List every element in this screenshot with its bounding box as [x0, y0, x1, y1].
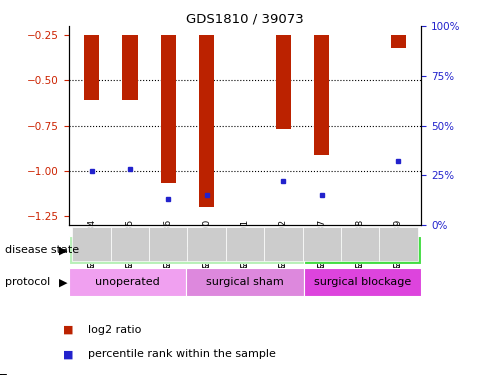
Text: GSM98886: GSM98886: [0, 374, 7, 375]
Text: GSM98892: GSM98892: [0, 374, 7, 375]
Text: GSM98886: GSM98886: [164, 219, 173, 268]
Text: lymphedema: lymphedema: [326, 245, 399, 255]
Text: GSM98891: GSM98891: [0, 374, 7, 375]
Text: GSM98892: GSM98892: [279, 219, 288, 268]
Text: GSM98890: GSM98890: [0, 374, 7, 375]
Text: GSM98884: GSM98884: [87, 219, 96, 268]
Bar: [314, 35, 329, 154]
Bar: [161, 35, 176, 183]
Text: GSM98886: GSM98886: [164, 226, 173, 275]
Text: GSM98888: GSM98888: [0, 374, 7, 375]
Text: GSM98885: GSM98885: [125, 226, 134, 275]
Bar: [122, 35, 138, 100]
Title: GDS1810 / 39073: GDS1810 / 39073: [186, 12, 304, 25]
Text: GSM98889: GSM98889: [394, 219, 403, 268]
Text: GSM98887: GSM98887: [317, 219, 326, 268]
Text: GSM98885: GSM98885: [0, 374, 7, 375]
Bar: [84, 35, 99, 100]
Text: GSM98891: GSM98891: [241, 219, 249, 268]
Text: GSM98892: GSM98892: [279, 226, 288, 275]
Text: ■: ■: [63, 350, 74, 359]
Bar: [69, 236, 304, 264]
Text: disease state: disease state: [5, 245, 79, 255]
Text: ▶: ▶: [58, 277, 67, 287]
Text: GSM98891: GSM98891: [241, 226, 249, 275]
Text: normal: normal: [167, 245, 206, 255]
Text: GSM98884: GSM98884: [87, 226, 96, 275]
Bar: [69, 268, 186, 296]
Bar: [304, 268, 421, 296]
Text: ■: ■: [63, 325, 74, 335]
Bar: [199, 35, 214, 207]
Text: GSM98888: GSM98888: [356, 226, 365, 275]
Text: surgical blockage: surgical blockage: [314, 277, 411, 287]
Text: GSM98888: GSM98888: [356, 219, 365, 268]
Text: surgical sham: surgical sham: [206, 277, 284, 287]
Text: percentile rank within the sample: percentile rank within the sample: [88, 350, 276, 359]
Bar: [276, 35, 291, 129]
Text: unoperated: unoperated: [95, 277, 160, 287]
Text: GSM98884: GSM98884: [0, 374, 7, 375]
Bar: [304, 236, 421, 264]
Text: GSM98890: GSM98890: [202, 219, 211, 268]
Text: protocol: protocol: [5, 277, 50, 287]
Text: GSM98890: GSM98890: [202, 226, 211, 275]
Text: ▶: ▶: [58, 245, 67, 255]
Text: GSM98887: GSM98887: [317, 226, 326, 275]
Text: GSM98889: GSM98889: [0, 374, 7, 375]
Text: GSM98889: GSM98889: [394, 226, 403, 275]
Bar: [391, 35, 406, 48]
Text: log2 ratio: log2 ratio: [88, 325, 142, 335]
Text: GSM98887: GSM98887: [0, 374, 7, 375]
Text: GSM98885: GSM98885: [125, 219, 134, 268]
Bar: [186, 268, 304, 296]
